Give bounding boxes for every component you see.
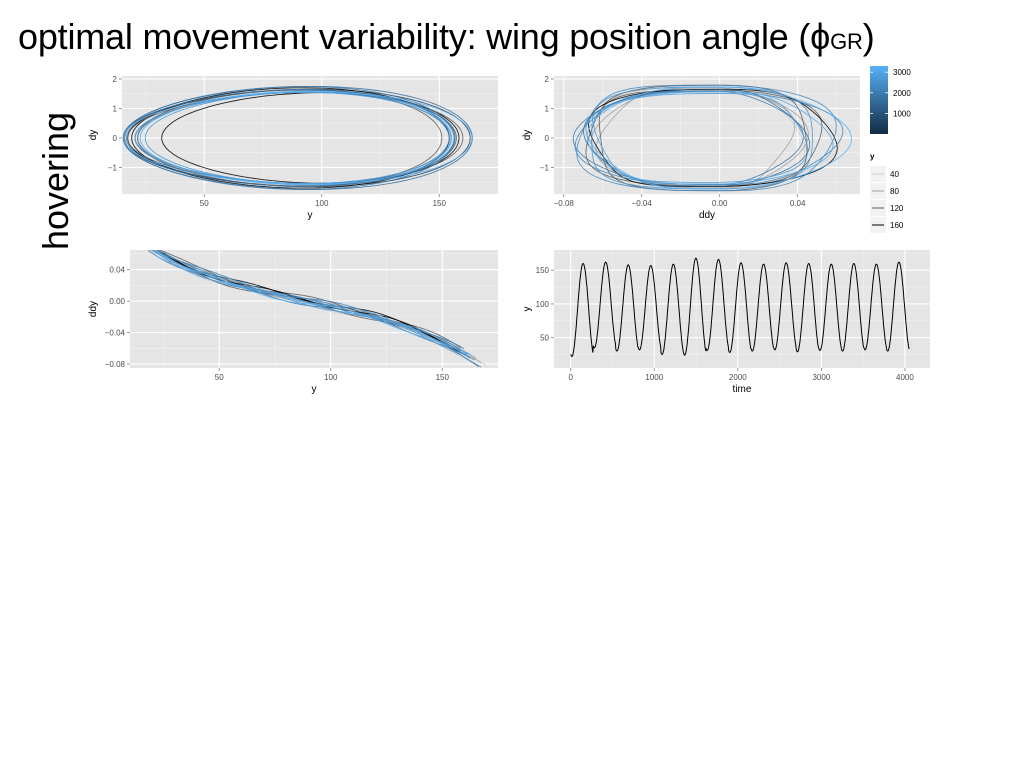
y-axis-title: y [522, 307, 533, 312]
x-tick-label: 50 [200, 199, 209, 208]
x-tick-label: 4000 [896, 373, 914, 382]
y-tick-label: 1 [113, 104, 118, 113]
x-axis-title: ddy [699, 210, 715, 221]
colorbar-label: 2000 [893, 89, 911, 98]
y-tick-label: 150 [536, 266, 550, 275]
series-cycle-line [151, 250, 461, 356]
y-tick-label: −1 [108, 163, 118, 172]
series-cycle-line [125, 89, 455, 187]
y-tick-label: −1 [540, 163, 550, 172]
y-axis-title: dy [88, 130, 99, 141]
data-layer [572, 84, 852, 192]
plot-panel [122, 76, 498, 194]
y-tick-label: 2 [545, 75, 550, 84]
data-layer [122, 85, 473, 190]
series-cycle-line [152, 250, 472, 356]
chart-y-vs-ddy: 50 100 150 −0.08 −0.04 0.00 0.04 y ddy [88, 250, 498, 395]
x-tick-label: 2000 [729, 373, 747, 382]
y-tick-label: −0.04 [105, 329, 126, 338]
series-cycle-line [598, 84, 808, 192]
legend-label: 120 [890, 204, 904, 213]
x-tick-label: −0.08 [554, 199, 575, 208]
x-tick-label: −0.04 [632, 199, 653, 208]
legend-label: 40 [890, 170, 899, 179]
x-tick-label: 0 [568, 373, 573, 382]
x-tick-label: 50 [215, 373, 224, 382]
series-cycle-line [123, 91, 473, 185]
y-tick-label: 1 [545, 104, 550, 113]
data-layer [570, 257, 910, 358]
x-axis-title: y [308, 210, 313, 221]
y-axis-title: ddy [88, 301, 99, 317]
colorbar-label: 1000 [893, 109, 911, 118]
legend-title: y [870, 152, 875, 161]
series-cycle-line [585, 89, 823, 187]
series-cycle-line [591, 86, 813, 190]
x-axis-title: time [733, 384, 752, 395]
colorbar [870, 66, 888, 134]
slide-title: optimal movement variability: wing posit… [18, 16, 875, 58]
plot-panel [554, 250, 930, 368]
series-cycle-line [156, 255, 472, 358]
slide-title-subscript: GR [830, 29, 863, 54]
legend-label: 80 [890, 187, 899, 196]
y-tick-label: 50 [540, 334, 549, 343]
series-cycle-line [156, 250, 470, 359]
y-tick-label: −0.08 [105, 360, 126, 369]
y-axis-title: dy [522, 130, 533, 141]
series-cycle-line [593, 93, 809, 183]
colorbar-label: 3000 [893, 68, 911, 77]
y-tick-label: 0 [545, 134, 550, 143]
x-tick-label: 100 [324, 373, 338, 382]
x-axis-title: y [312, 384, 317, 395]
x-tick-label: 100 [315, 199, 329, 208]
y-gray-legend: y 40 80 120 160 [870, 152, 904, 233]
series-cycle-line [122, 85, 473, 190]
chart-ddy-vs-dy: −0.08 −0.04 0.00 0.04 −1 0 1 2 ddy dy [522, 75, 860, 221]
x-tick-label: 150 [436, 373, 450, 382]
y-tick-label: 0.00 [109, 297, 125, 306]
x-tick-label: 0.00 [712, 199, 728, 208]
y-tick-label: 2 [113, 75, 118, 84]
legend-label: 160 [890, 221, 904, 230]
series-cycle-line [161, 92, 460, 184]
chart-time-vs-y: 0 1000 2000 3000 4000 50 100 150 time y [522, 250, 930, 395]
chart-y-vs-dy: 50 100 150 −1 0 1 2 y dy [88, 75, 498, 221]
x-tick-label: 3000 [812, 373, 830, 382]
series-y-line [570, 257, 910, 358]
slide-title-close: ) [862, 16, 875, 57]
y-tick-label: 100 [536, 300, 550, 309]
series-cycle-line [136, 89, 443, 187]
series-cycle-line [585, 91, 834, 185]
x-tick-label: 1000 [645, 373, 663, 382]
series-cycle-line [572, 91, 804, 185]
data-layer [147, 250, 487, 368]
series-cycle-line [576, 84, 837, 192]
y-tick-label: 0 [113, 134, 118, 143]
series-cycle-line [144, 91, 456, 185]
series-cycle-line [586, 86, 852, 190]
time-colorbar-legend: 1000 2000 3000 [870, 66, 911, 134]
x-tick-label: 150 [433, 199, 447, 208]
x-tick-label: 0.04 [790, 199, 806, 208]
side-label: hovering [35, 111, 76, 251]
slide-title-main: optimal movement variability: wing posit… [18, 16, 831, 57]
y-tick-label: 0.04 [109, 266, 125, 275]
series-cycle-line [574, 90, 844, 186]
